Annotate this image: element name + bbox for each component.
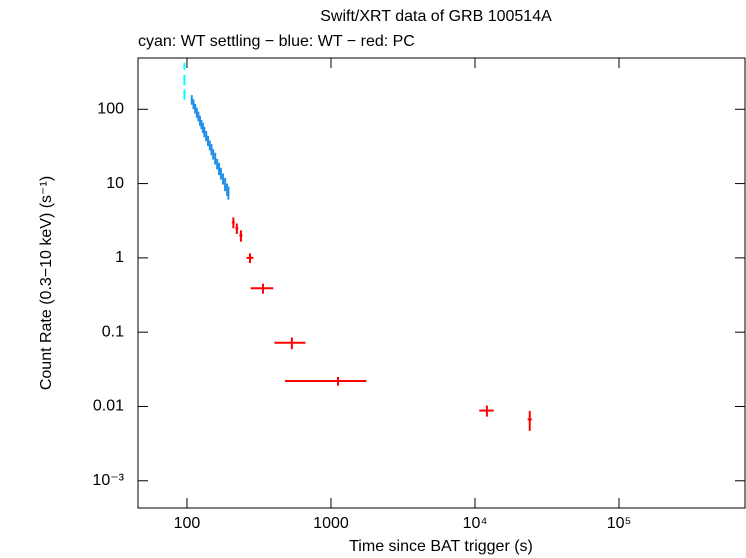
y-tick-label: 10⁻³ (92, 472, 124, 489)
x-tick-label: 10⁵ (607, 515, 631, 532)
y-tick-label: 100 (97, 100, 124, 117)
y-tick-label: 1 (115, 249, 124, 266)
y-tick-label: 0.01 (93, 398, 124, 415)
plot-frame (137, 57, 746, 509)
y-axis-label: Count Rate (0.3−10 keV) (s⁻¹) (38, 176, 55, 390)
x-axis-label: Time since BAT trigger (s) (349, 538, 533, 555)
y-tick-label: 10 (106, 175, 124, 192)
x-tick-label: 100 (174, 515, 201, 532)
chart-title: Swift/XRT data of GRB 100514A (320, 8, 552, 25)
x-tick-label: 1000 (313, 515, 349, 532)
chart-subtitle: cyan: WT settling − blue: WT − red: PC (138, 33, 415, 50)
x-tick-label: 10⁴ (463, 515, 488, 532)
y-tick-label: 0.1 (102, 323, 124, 340)
